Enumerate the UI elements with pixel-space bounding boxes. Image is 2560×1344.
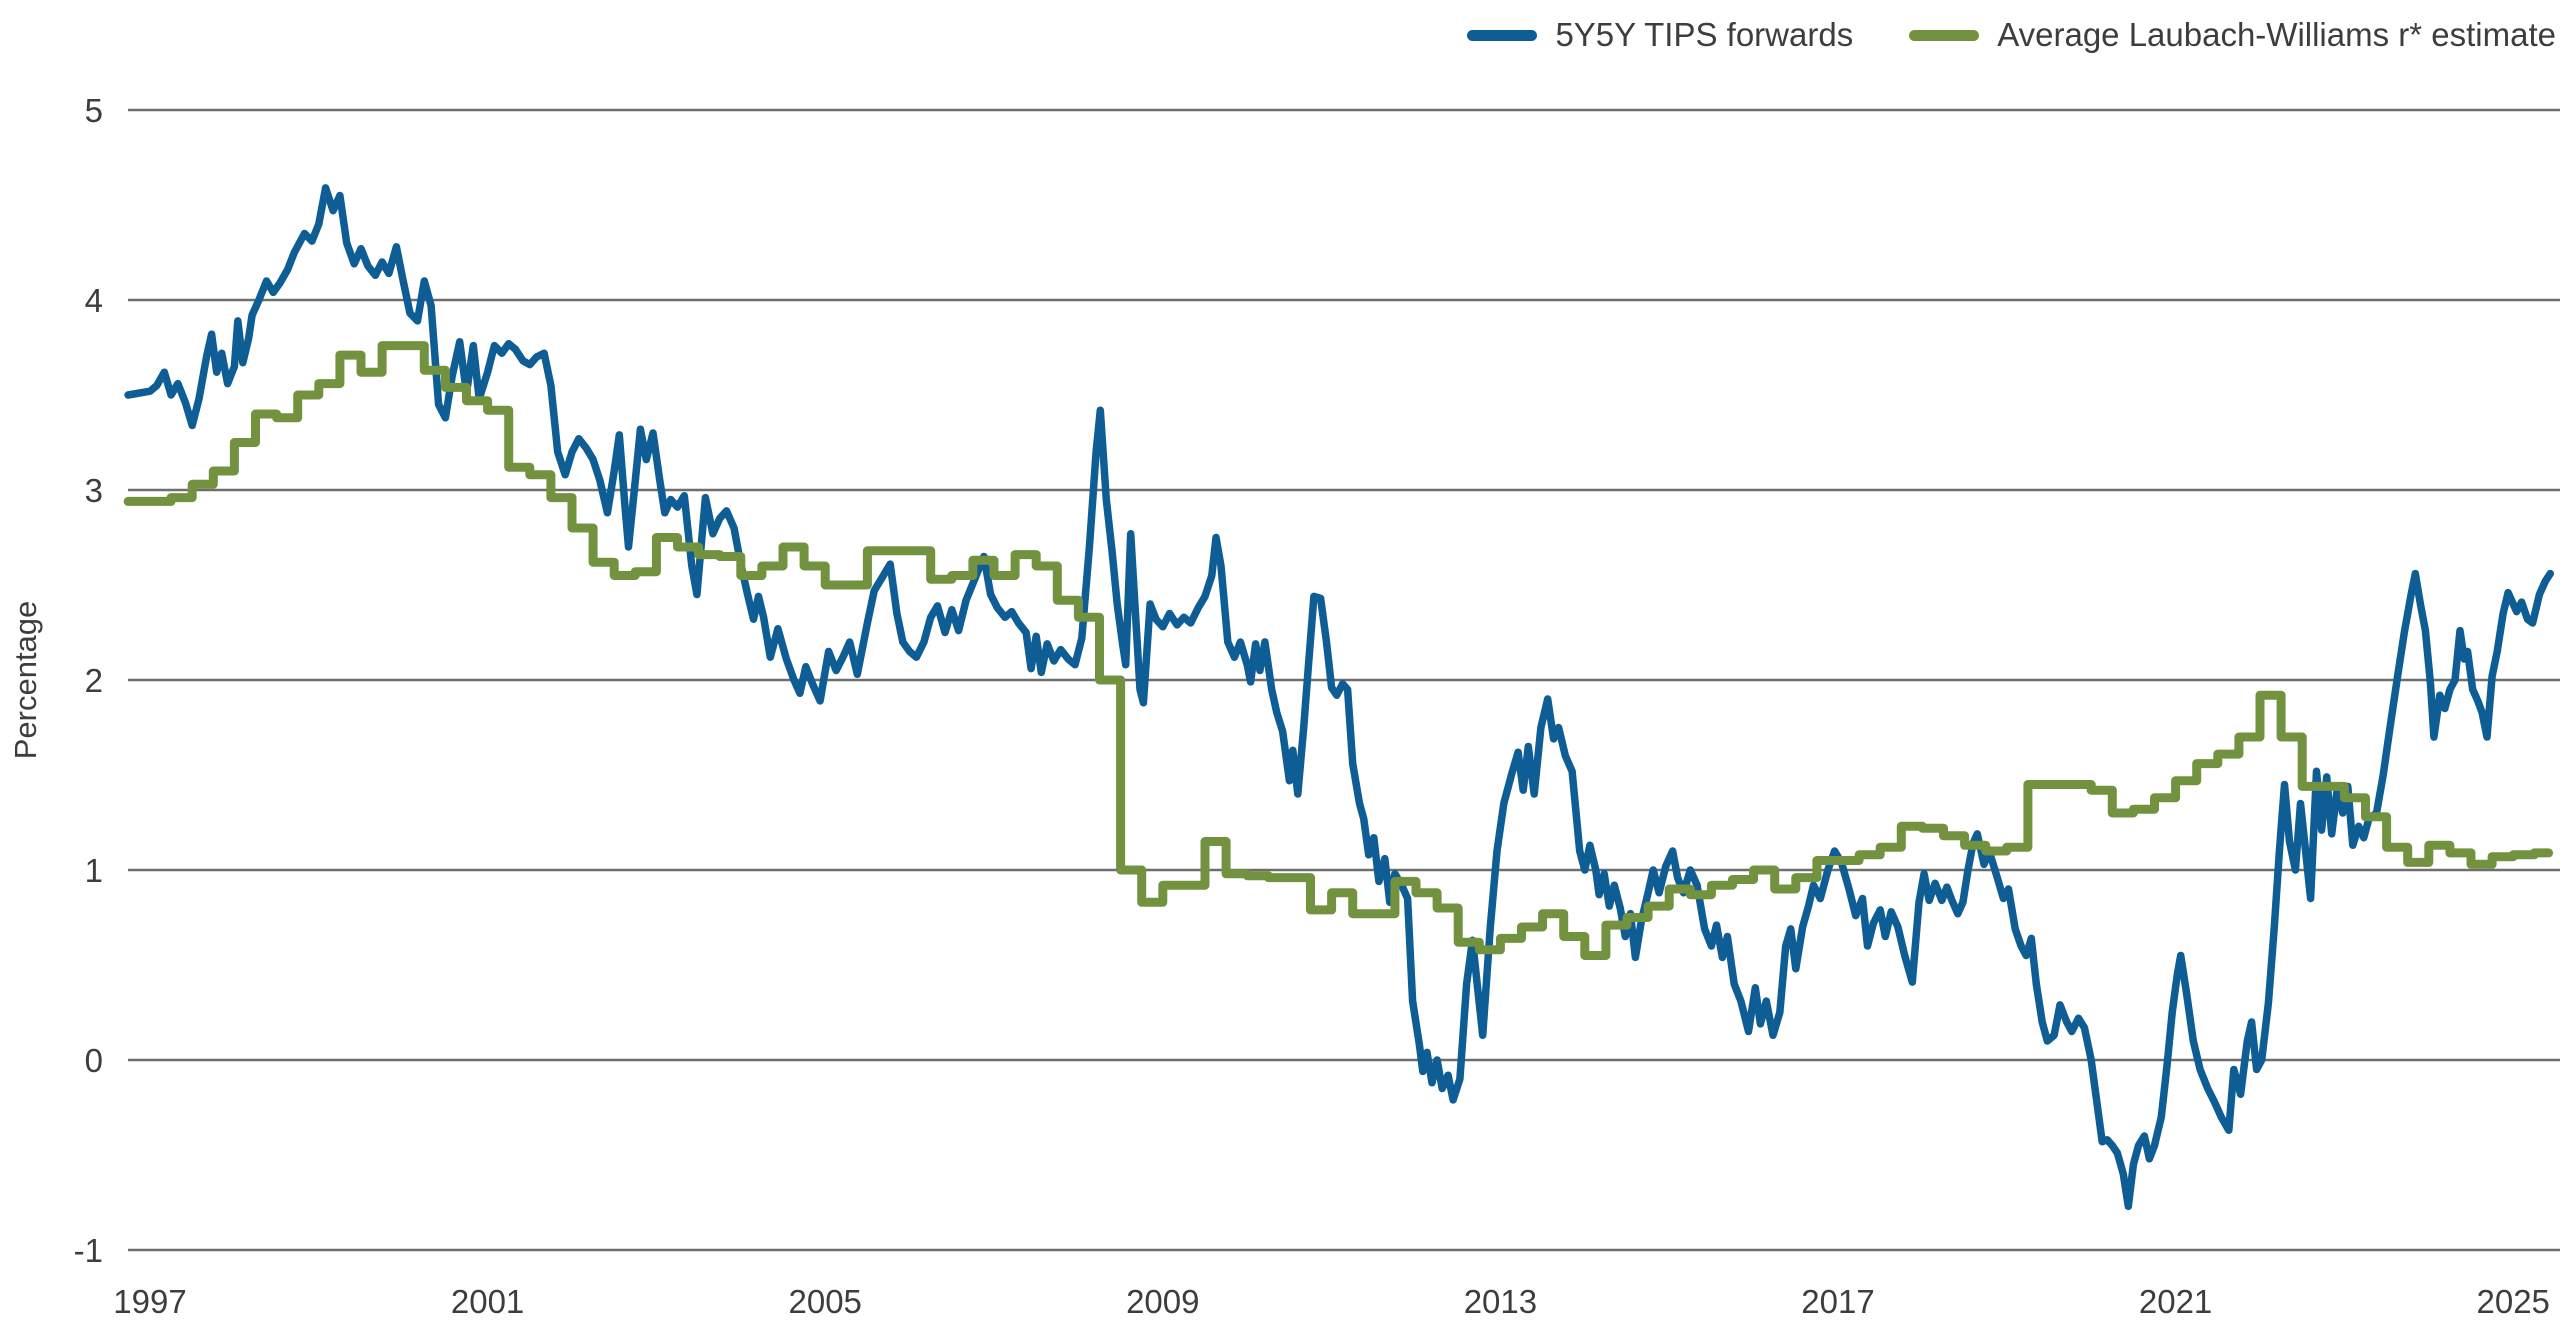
legend-label-tips-forwards: 5Y5Y TIPS forwards xyxy=(1555,16,1854,53)
y-tick-label-2: 2 xyxy=(85,662,103,699)
y-tick-label-3: 3 xyxy=(85,472,103,509)
legend-item-rstar-estimate: Average Laubach-Williams r* estimate xyxy=(1909,16,2556,54)
chart-legend: 5Y5Y TIPS forwards Average Laubach-Willi… xyxy=(1467,16,2556,54)
x-tick-label-2001: 2001 xyxy=(451,1283,524,1320)
series-line-tips-forwards xyxy=(124,184,2555,1211)
legend-label-rstar-estimate: Average Laubach-Williams r* estimate xyxy=(1997,16,2556,53)
tips-forwards-swatch-icon xyxy=(1467,29,1538,41)
x-tick-label-2021: 2021 xyxy=(2139,1283,2212,1320)
series-line-rstar-estimate xyxy=(123,341,2554,960)
y-tick-label--1: -1 xyxy=(74,1232,103,1269)
x-tick-label-2013: 2013 xyxy=(1464,1283,1537,1320)
x-tick-label-1997: 1997 xyxy=(113,1283,186,1320)
x-tick-label-2017: 2017 xyxy=(1801,1283,1874,1320)
x-tick-label-2009: 2009 xyxy=(1126,1283,1199,1320)
y-tick-label-1: 1 xyxy=(85,852,103,889)
y-tick-label-5: 5 xyxy=(85,92,103,129)
rstar-estimate-swatch-icon xyxy=(1909,29,1980,41)
y-tick-label-4: 4 xyxy=(85,282,103,319)
x-tick-label-2025: 2025 xyxy=(2476,1283,2549,1320)
x-tick-label-2005: 2005 xyxy=(788,1283,861,1320)
legend-item-tips-forwards: 5Y5Y TIPS forwards xyxy=(1467,16,1853,54)
y-axis-title: Percentage xyxy=(8,600,43,760)
y-tick-label-0: 0 xyxy=(85,1042,103,1079)
